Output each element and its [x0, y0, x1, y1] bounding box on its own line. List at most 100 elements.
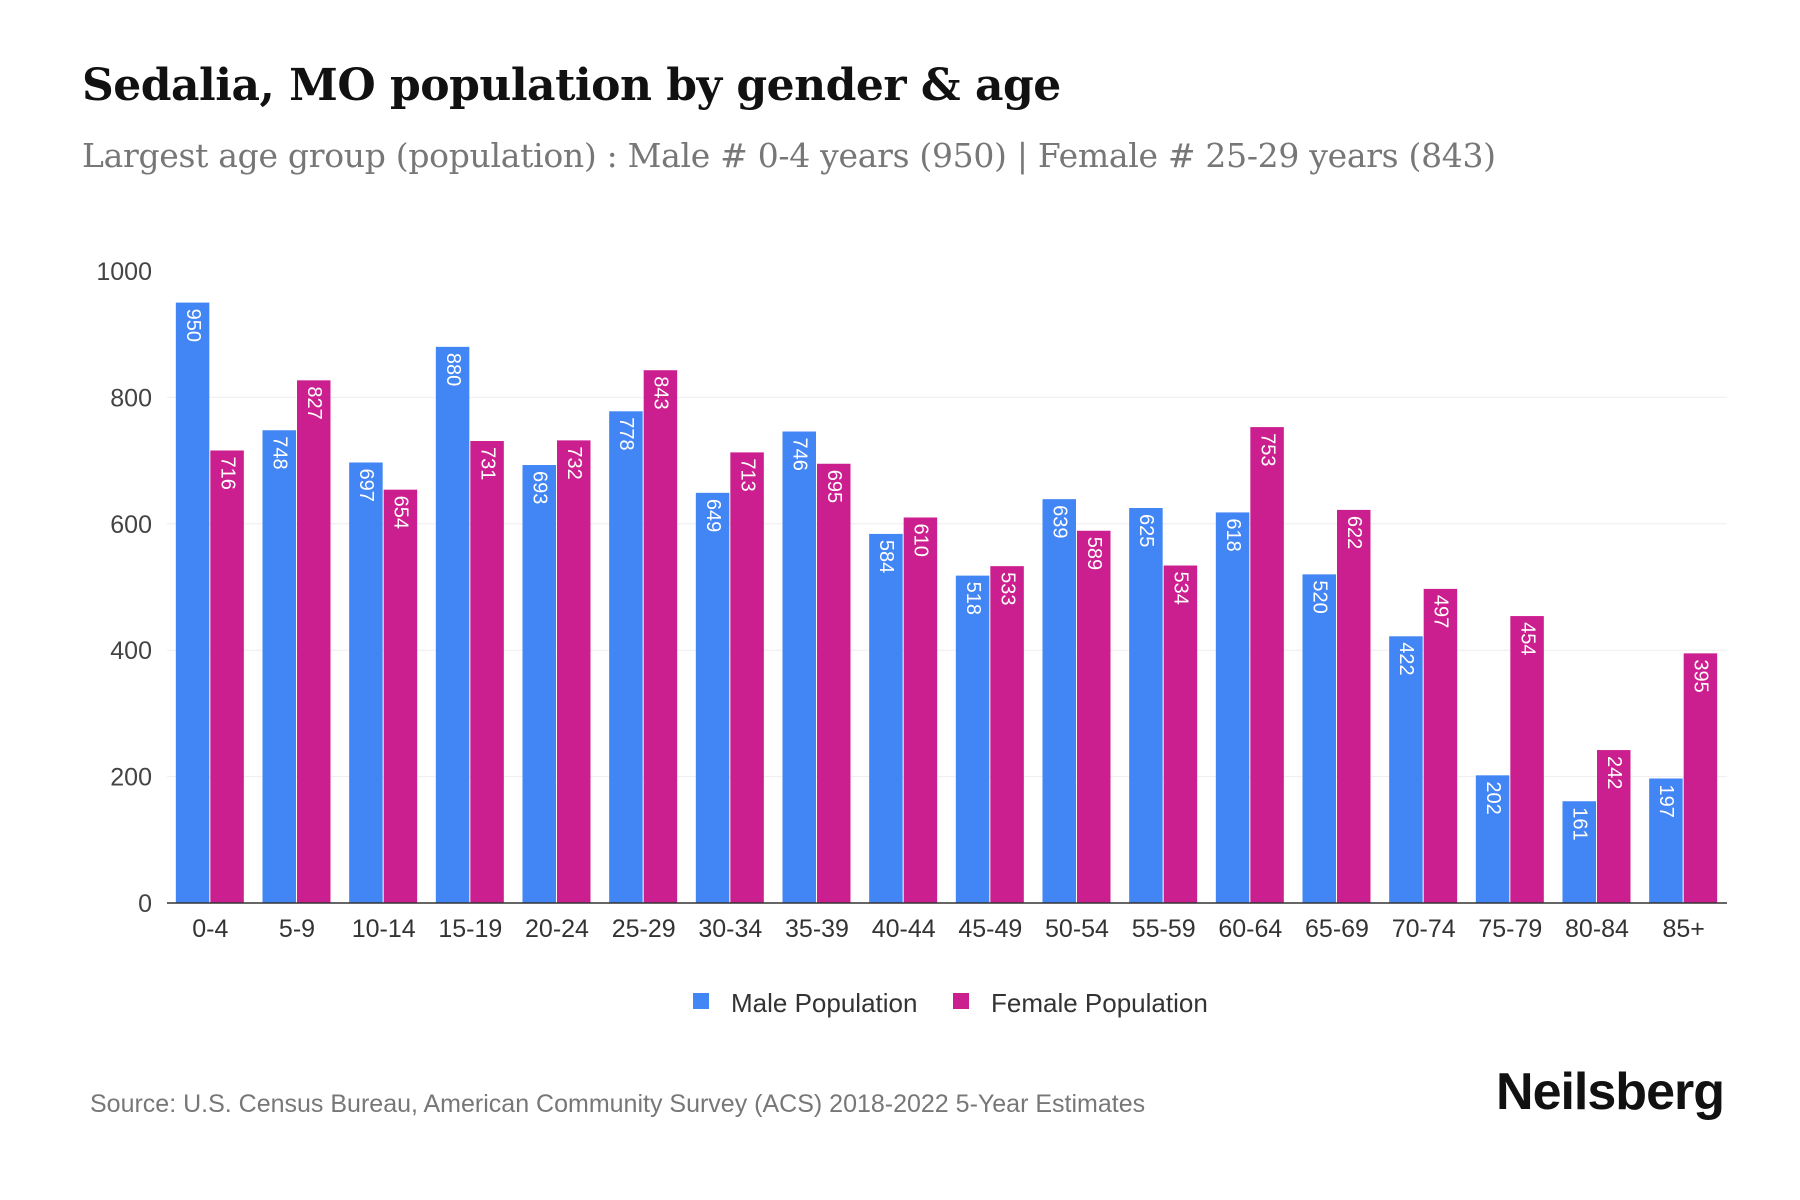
x-tick-label: 30-34 [698, 915, 762, 943]
data-label: 713 [736, 458, 758, 491]
bar-male [1042, 499, 1076, 903]
bar-male [435, 346, 470, 904]
y-tick-label: 200 [110, 764, 152, 792]
data-label: 610 [910, 523, 932, 556]
bar-male [1302, 574, 1336, 903]
bar-male [1129, 508, 1163, 903]
bar-female [730, 452, 764, 903]
y-tick-label: 0 [138, 890, 152, 918]
bar-female [557, 440, 591, 903]
x-tick-label: 50-54 [1045, 915, 1109, 943]
bar-male [782, 431, 816, 903]
legend-label: Female Population [991, 988, 1208, 1018]
x-tick-label: 25-29 [612, 915, 676, 943]
data-label: 242 [1603, 756, 1625, 789]
x-tick-label: 65-69 [1305, 915, 1369, 943]
legend-swatch-female [953, 993, 969, 1009]
data-label: 649 [702, 499, 724, 532]
data-label: 584 [875, 540, 897, 573]
y-tick-label: 400 [110, 637, 152, 665]
data-label: 697 [355, 468, 377, 501]
data-label: 695 [823, 470, 845, 503]
x-tick-label: 40-44 [872, 915, 936, 943]
bar-female [903, 517, 938, 903]
x-tick-label: 70-74 [1392, 915, 1456, 943]
bar-female [817, 463, 851, 903]
bar-female [1683, 653, 1718, 903]
x-tick-label: 35-39 [785, 915, 849, 943]
data-label: 534 [1170, 572, 1192, 605]
x-tick-label: 10-14 [352, 915, 416, 943]
data-label: 693 [528, 471, 550, 504]
data-label: 880 [442, 353, 464, 386]
data-label: 639 [1048, 505, 1070, 538]
bar-male [955, 575, 990, 903]
bar-female [1250, 427, 1284, 903]
bar-female [1597, 750, 1631, 903]
bar-female [470, 441, 504, 903]
data-label: 622 [1343, 516, 1365, 549]
chart-title: Sedalia, MO population by gender & age [82, 60, 1061, 111]
legend-label: Male Population [731, 988, 917, 1018]
x-tick-label: 5-9 [279, 915, 315, 943]
x-tick-label: 20-24 [525, 915, 589, 943]
data-label: 827 [303, 386, 325, 419]
data-label: 520 [1308, 580, 1330, 613]
data-label: 843 [650, 376, 672, 409]
bar-male [175, 302, 210, 904]
x-tick-label: 60-64 [1218, 915, 1282, 943]
x-tick-label: 45-49 [958, 915, 1022, 943]
data-label: 618 [1222, 518, 1244, 551]
legend-swatch-male [693, 993, 709, 1009]
bar-female [383, 489, 418, 903]
neilsberg-logo: Neilsberg [1496, 1063, 1725, 1121]
bar-female [1077, 530, 1111, 903]
bar-female [1337, 509, 1371, 903]
data-label: 533 [996, 572, 1018, 605]
y-tick-label: 800 [110, 384, 152, 412]
data-label: 589 [1083, 537, 1105, 570]
data-label: 746 [788, 438, 810, 471]
bar-female [210, 450, 244, 903]
data-label: 625 [1135, 514, 1157, 547]
data-label: 732 [563, 446, 585, 479]
data-label: 518 [962, 582, 984, 615]
bar-male [1562, 801, 1596, 903]
source-note: Source: U.S. Census Bureau, American Com… [90, 1090, 1146, 1118]
data-label: 731 [476, 447, 498, 480]
data-label: 497 [1430, 595, 1452, 628]
data-label: 161 [1568, 807, 1590, 840]
bar-female [297, 380, 331, 903]
bar-male [1649, 778, 1683, 903]
data-label: 197 [1655, 784, 1677, 817]
x-tick-label: 0-4 [192, 915, 228, 943]
data-label: 202 [1482, 781, 1504, 814]
data-label: 716 [216, 456, 238, 489]
bar-male [522, 465, 556, 903]
y-tick-label: 600 [110, 511, 152, 539]
y-tick-label: 1000 [96, 258, 152, 286]
bar-male [869, 533, 903, 903]
bar-male [262, 430, 296, 903]
bar-female [643, 370, 678, 903]
x-tick-label: 75-79 [1478, 915, 1542, 943]
data-label: 422 [1395, 642, 1417, 675]
bar-male [1215, 512, 1250, 903]
bar-female [990, 566, 1024, 903]
bar-male [695, 492, 730, 903]
bar-female [1510, 616, 1544, 903]
data-label: 654 [390, 496, 412, 529]
data-label: 454 [1516, 622, 1538, 655]
bar-male [349, 462, 383, 903]
data-label: 778 [615, 417, 637, 450]
x-tick-label: 85+ [1662, 915, 1704, 943]
x-tick-label: 80-84 [1565, 915, 1629, 943]
x-tick-label: 15-19 [438, 915, 502, 943]
data-label: 753 [1256, 433, 1278, 466]
bar-female [1423, 588, 1458, 903]
data-label: 395 [1690, 659, 1712, 692]
data-label: 950 [182, 309, 204, 342]
bar-male [609, 411, 643, 903]
bar-female [1163, 565, 1198, 903]
